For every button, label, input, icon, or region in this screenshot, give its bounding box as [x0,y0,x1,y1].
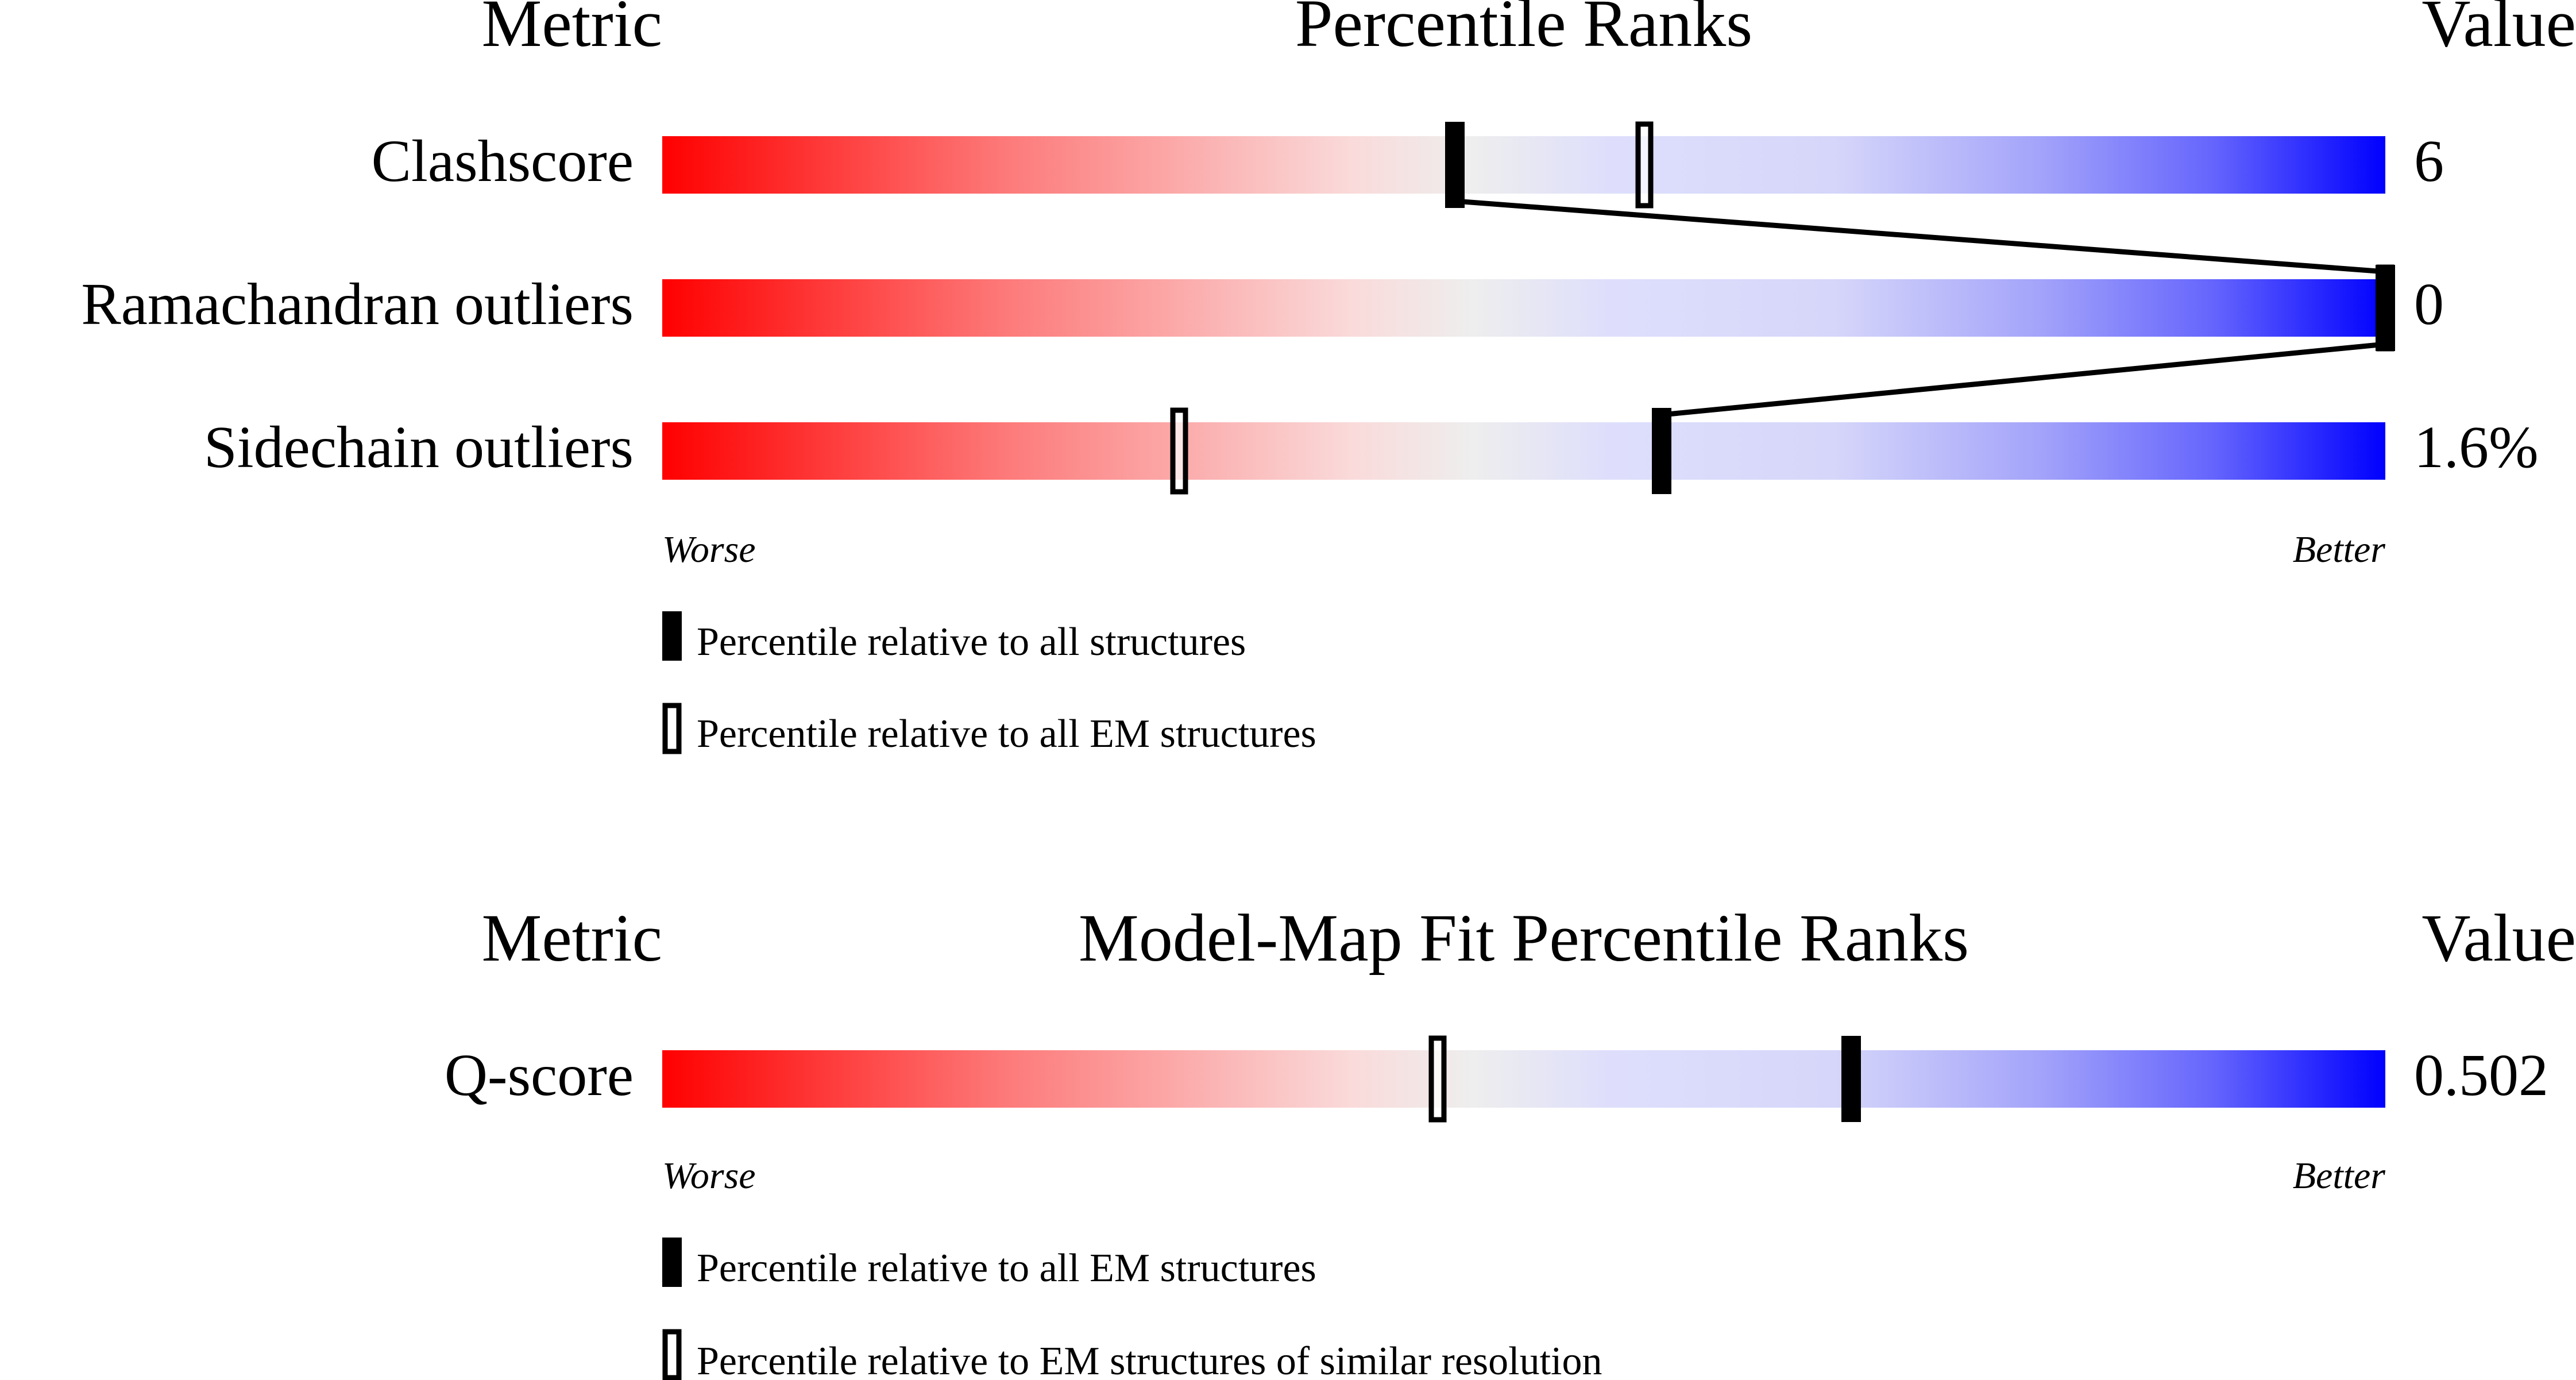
worse-label: Worse [662,529,756,570]
marker-open-q-score [1428,1035,1447,1123]
metric-label-q-score: Q-score [445,1042,634,1108]
legend-filled-marker-icon [662,611,682,661]
percentile-bar-sidechain-outliers [662,422,2385,480]
metric-header: Metric [481,0,662,61]
legend-open-label-2: Percentile relative to EM structures of … [697,1339,1602,1380]
better-label: Better [2293,529,2386,570]
metric-value-q-score: 0.502 [2414,1042,2548,1108]
metric-label-sidechain-outliers: Sidechain outliers [204,414,634,480]
marker-filled-q-score [1841,1036,1861,1122]
worse-label-2: Worse [662,1155,756,1197]
marker-open-sidechain-outliers [1170,407,1188,495]
legend-filled-marker-icon-2 [662,1238,682,1287]
metric-value-sidechain-outliers: 1.6% [2414,414,2539,480]
marker-filled-ramachandran-outliers [2376,265,2395,351]
chart-title-2: Model-Map Fit Percentile Ranks [1079,900,1969,976]
marker-open-clashscore [1635,121,1654,209]
percentile-bar-clashscore [662,136,2385,194]
value-header: Value [2421,0,2576,61]
legend-filled-label-2: Percentile relative to all EM structures [697,1246,1316,1290]
metric-label-clashscore: Clashscore [372,128,634,194]
legend-open-marker-icon [662,703,682,754]
metric-value-ramachandran-outliers: 0 [2414,271,2444,337]
chart-title: Percentile Ranks [1295,0,1752,61]
percentile-bar-q-score [662,1050,2385,1108]
connector-line [1454,198,2386,275]
metric-value-clashscore: 6 [2414,128,2444,194]
value-header-2: Value [2421,900,2576,976]
legend-open-label: Percentile relative to all EM structures [697,712,1316,756]
metric-header-2: Metric [481,900,662,976]
metric-label-ramachandran-outliers: Ramachandran outliers [81,271,634,337]
legend-open-marker-icon-2 [662,1329,682,1380]
panel-model-map-fit: Q-score 0.502 [445,1035,2548,1123]
marker-filled-sidechain-outliers [1652,408,1671,494]
marker-filled-clashscore [1445,122,1465,208]
better-label-2: Better [2293,1155,2386,1197]
legend-filled-label: Percentile relative to all structures [697,620,1246,664]
panel-percentile-ranks: Clashscore 6 Ramachandran outliers 0 Sidecha… [81,121,2539,495]
percentile-bar-ramachandran-outliers [662,279,2385,337]
connector-line [1661,341,2386,418]
